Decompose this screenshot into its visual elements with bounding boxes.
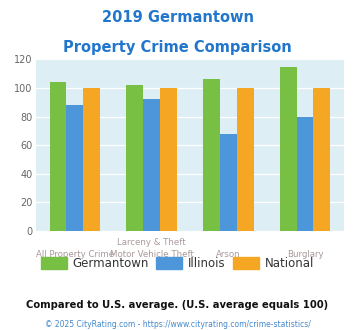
Bar [50,82,66,231]
Bar [237,88,253,231]
Text: Compared to U.S. average. (U.S. average equals 100): Compared to U.S. average. (U.S. average … [26,300,329,310]
Legend: Germantown, Illinois, National: Germantown, Illinois, National [36,252,319,275]
Text: Arson: Arson [216,250,241,259]
Bar [280,67,296,231]
Text: Motor Vehicle Theft: Motor Vehicle Theft [110,250,193,259]
Bar [83,88,100,231]
Text: Burglary: Burglary [287,250,323,259]
Text: 2019 Germantown: 2019 Germantown [102,10,253,25]
Bar [126,85,143,231]
Text: Property Crime Comparison: Property Crime Comparison [63,40,292,54]
Text: © 2025 CityRating.com - https://www.cityrating.com/crime-statistics/: © 2025 CityRating.com - https://www.city… [45,320,310,329]
Bar [160,88,177,231]
Bar [296,116,313,231]
Bar [313,88,330,231]
Bar [203,80,220,231]
Text: Larceny & Theft: Larceny & Theft [117,238,186,247]
Bar [143,99,160,231]
Bar [220,134,237,231]
Bar [66,105,83,231]
Text: All Property Crime: All Property Crime [36,250,114,259]
